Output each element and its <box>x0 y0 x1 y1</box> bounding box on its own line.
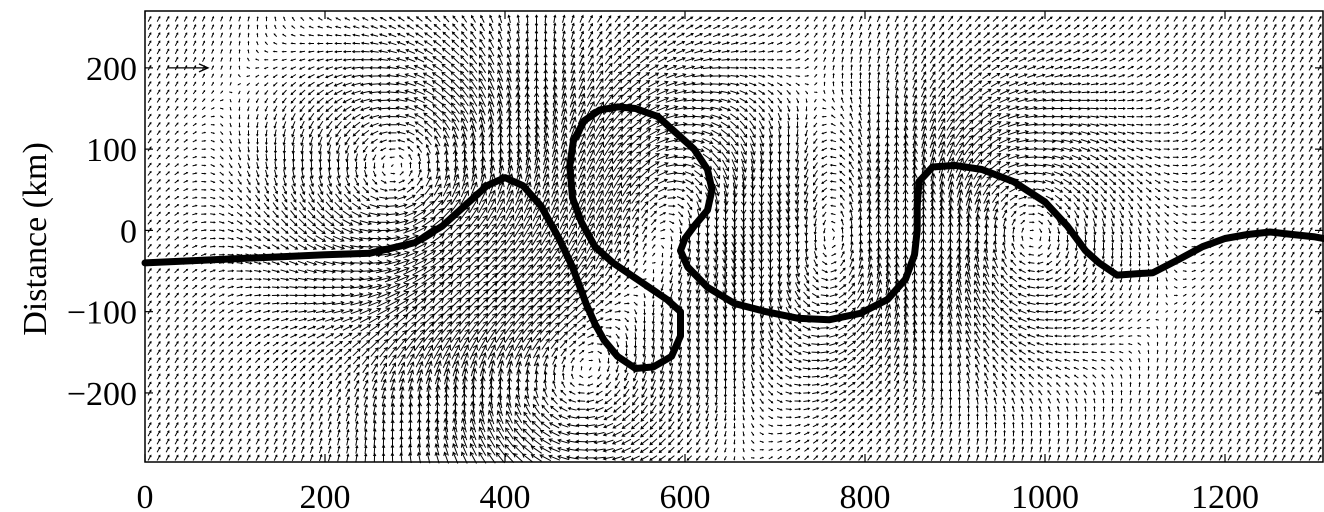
vector-arrows <box>147 14 1322 464</box>
x-tick-label-0: 0 <box>137 479 154 512</box>
x-tick-label-4: 800 <box>840 479 891 512</box>
x-tick-label-3: 600 <box>660 479 711 512</box>
front-line-layer <box>141 103 1324 372</box>
x-tick-label-6: 1200 <box>1191 479 1259 512</box>
y-tick-label-4: 200 <box>86 51 137 88</box>
reference-arrow-layer <box>167 63 210 73</box>
plot-frame <box>144 10 1324 463</box>
y-tick-label-0: −200 <box>67 376 137 413</box>
x-tick-label-2: 400 <box>480 479 531 512</box>
y-tick-label-1: −100 <box>67 295 137 332</box>
velocity-vector-field <box>147 14 1322 464</box>
reference-arrow <box>167 63 210 73</box>
plot-axes: 0 200 400 600 800 1000 1200 −200 −100 0 100 200 <box>67 10 1324 512</box>
y-axis-label: Distance (km) <box>17 142 54 336</box>
x-tick-label-1: 200 <box>300 479 351 512</box>
y-tick-label-2: 0 <box>120 213 137 250</box>
y-tick-label-3: 100 <box>86 132 137 169</box>
x-tick-label-5: 1000 <box>1011 479 1079 512</box>
front-line-0 <box>141 103 1324 372</box>
